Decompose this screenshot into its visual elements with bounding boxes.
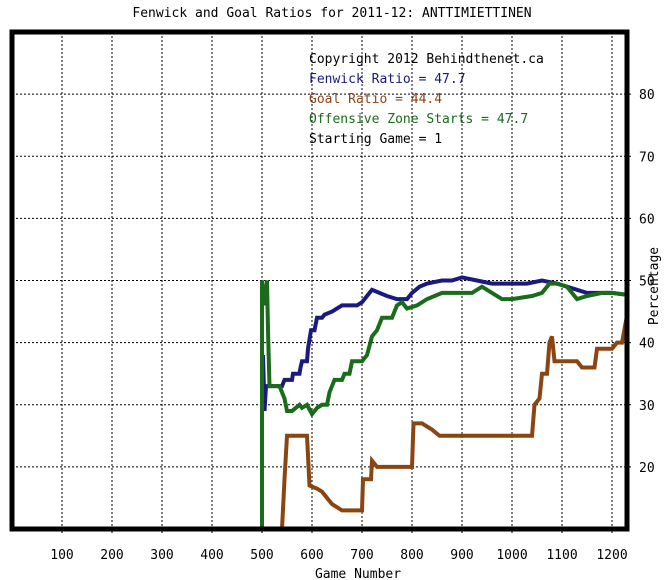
axis-ticks: 100 200 300 400 500 600 700 800 900 1000 1100 1200 2… [50,88,654,563]
x-tick-label: 1200 [596,548,627,563]
y-tick-label: 50 [639,275,655,290]
chart-title: Fenwick and Goal Ratios for 2011-12: ANT… [132,6,531,21]
legend-annotation: Fenwick Ratio = 47.7 [309,72,466,87]
series-line [280,314,629,530]
x-tick-label: 700 [350,548,373,563]
y-tick-label: 70 [639,150,655,165]
x-tick-label: 300 [150,548,173,563]
y-axis-label: Percentage [647,247,662,325]
y-tick-label: 20 [639,461,655,476]
legend-annotation: Offensive Zone Starts = 47.7 [309,112,528,127]
x-tick-label: 400 [200,548,223,563]
legend-annotation: Starting Game = 1 [309,132,442,147]
x-tick-label: 800 [400,548,423,563]
y-tick-label: 80 [639,88,655,103]
legend-annotation: Copyright 2012 Behindthenet.ca [309,52,544,67]
x-tick-label: 900 [450,548,473,563]
x-axis-label: Game Number [315,567,401,580]
x-tick-label: 1100 [546,548,577,563]
x-tick-label: 100 [50,548,73,563]
series-layer [260,275,629,530]
grid-lines [12,32,627,529]
y-tick-label: 60 [639,212,655,227]
series-line [260,280,628,529]
y-tick-label: 40 [639,337,655,352]
legend-annotation: Goal Ratio = 44.4 [309,92,442,107]
x-tick-label: 200 [100,548,123,563]
x-tick-label: 1000 [496,548,527,563]
legend-annotations: Copyright 2012 Behindthenet.ca Fenwick Ra… [309,52,544,147]
y-tick-label: 30 [639,399,655,414]
x-tick-label: 500 [250,548,273,563]
x-tick-label: 600 [300,548,323,563]
series-line [260,275,628,412]
